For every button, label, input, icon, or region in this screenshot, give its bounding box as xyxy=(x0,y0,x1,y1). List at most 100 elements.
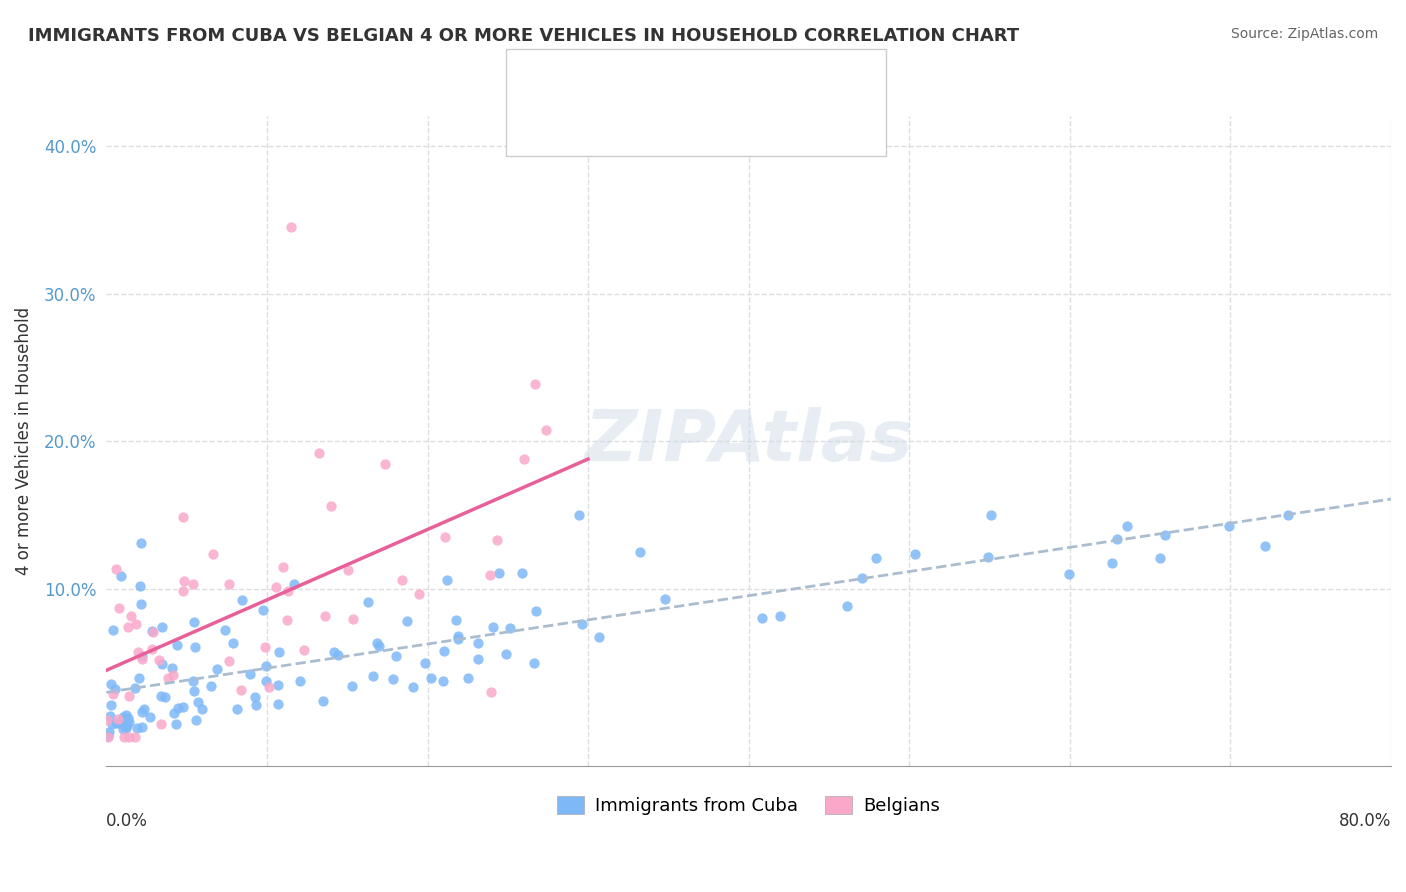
Point xyxy=(420,671,443,685)
Legend: R = 0.293   N = 118, R = 0.593   N =   52: R = 0.293 N = 118, R = 0.593 N = 52 xyxy=(626,80,872,147)
Point xyxy=(120,609,142,624)
Point xyxy=(267,645,290,659)
Point xyxy=(167,701,190,715)
Point xyxy=(432,673,454,688)
Point xyxy=(654,592,676,607)
Point xyxy=(105,562,128,576)
Point xyxy=(769,609,792,624)
Point xyxy=(513,452,536,467)
Point xyxy=(495,647,517,661)
Point xyxy=(499,621,522,635)
Point xyxy=(165,717,187,731)
Point xyxy=(124,681,146,695)
Point xyxy=(628,545,651,559)
Point xyxy=(131,720,153,734)
Point xyxy=(524,377,547,392)
Point xyxy=(129,597,152,611)
Point xyxy=(150,657,173,672)
Point xyxy=(292,643,315,657)
Point xyxy=(172,584,194,599)
Point xyxy=(835,599,858,614)
Point xyxy=(523,657,546,671)
Point xyxy=(402,680,425,694)
Point xyxy=(1218,519,1240,533)
Point xyxy=(257,681,280,695)
Point xyxy=(980,508,1002,523)
Point xyxy=(150,620,173,634)
Point xyxy=(98,709,121,723)
Point xyxy=(336,563,359,577)
Point xyxy=(100,677,122,691)
Point xyxy=(191,702,214,716)
Point xyxy=(139,710,162,724)
Text: 0.0%: 0.0% xyxy=(107,812,148,830)
Point xyxy=(357,595,380,609)
Point xyxy=(141,624,163,638)
Point xyxy=(131,648,153,663)
Point xyxy=(267,678,290,692)
Point xyxy=(153,690,176,704)
Point xyxy=(115,717,138,731)
Point xyxy=(148,653,170,667)
Point xyxy=(408,587,430,601)
Point xyxy=(127,645,149,659)
Text: IMMIGRANTS FROM CUBA VS BELGIAN 4 OR MORE VEHICLES IN HOUSEHOLD CORRELATION CHAR: IMMIGRANTS FROM CUBA VS BELGIAN 4 OR MOR… xyxy=(28,27,1019,45)
Point xyxy=(218,576,240,591)
Point xyxy=(141,642,163,657)
Point xyxy=(243,690,266,704)
Point xyxy=(107,712,129,726)
Point xyxy=(271,559,294,574)
Point xyxy=(288,673,311,688)
Point xyxy=(128,671,150,685)
Point xyxy=(101,623,124,637)
Point xyxy=(395,615,418,629)
Point xyxy=(124,730,146,744)
Point xyxy=(160,661,183,675)
Point xyxy=(446,613,468,627)
Point xyxy=(186,713,208,727)
Point xyxy=(163,706,186,720)
Point xyxy=(128,579,150,593)
Point xyxy=(172,510,194,524)
Point xyxy=(183,615,205,630)
Point xyxy=(571,617,593,632)
Point xyxy=(1105,532,1128,546)
Point xyxy=(172,700,194,714)
Point xyxy=(447,632,470,646)
Point xyxy=(865,550,887,565)
Point xyxy=(131,705,153,719)
Point xyxy=(134,702,156,716)
Point xyxy=(231,593,253,607)
Point xyxy=(114,721,136,735)
Point xyxy=(366,636,388,650)
Point xyxy=(977,549,1000,564)
Point xyxy=(264,580,287,594)
Point xyxy=(479,685,502,699)
Point xyxy=(111,710,134,724)
Point xyxy=(904,548,927,562)
Point xyxy=(568,508,591,523)
Point xyxy=(322,645,344,659)
Point xyxy=(280,220,302,235)
Point xyxy=(385,648,408,663)
Point xyxy=(108,600,131,615)
Point xyxy=(214,624,236,638)
Point xyxy=(115,708,138,723)
Point xyxy=(314,608,336,623)
Point xyxy=(478,568,501,582)
Point xyxy=(181,674,204,689)
Point xyxy=(97,730,120,744)
Point xyxy=(117,718,139,732)
Point xyxy=(156,671,179,685)
Point xyxy=(97,729,120,743)
Point xyxy=(131,536,153,550)
Point xyxy=(104,682,127,697)
Point xyxy=(142,625,165,640)
Point xyxy=(183,684,205,698)
Point xyxy=(1149,550,1171,565)
Point xyxy=(96,714,118,728)
Point xyxy=(117,620,139,634)
Point xyxy=(536,423,558,437)
Point xyxy=(125,721,148,735)
Point xyxy=(342,612,364,626)
